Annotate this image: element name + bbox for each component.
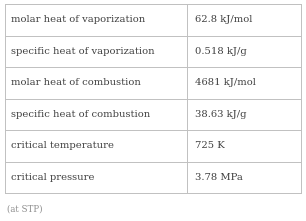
Text: molar heat of combustion: molar heat of combustion	[11, 78, 141, 87]
Text: molar heat of vaporization: molar heat of vaporization	[11, 15, 145, 24]
Text: specific heat of vaporization: specific heat of vaporization	[11, 47, 155, 56]
Text: 3.78 MPa: 3.78 MPa	[195, 173, 243, 182]
Text: 38.63 kJ/g: 38.63 kJ/g	[195, 110, 247, 119]
Text: critical pressure: critical pressure	[11, 173, 95, 182]
Text: 4681 kJ/mol: 4681 kJ/mol	[195, 78, 256, 87]
Text: 725 K: 725 K	[195, 141, 225, 150]
Text: critical temperature: critical temperature	[11, 141, 114, 150]
Text: specific heat of combustion: specific heat of combustion	[11, 110, 150, 119]
Text: (at STP): (at STP)	[7, 204, 43, 213]
Text: 0.518 kJ/g: 0.518 kJ/g	[195, 47, 247, 56]
Text: 62.8 kJ/mol: 62.8 kJ/mol	[195, 15, 252, 24]
